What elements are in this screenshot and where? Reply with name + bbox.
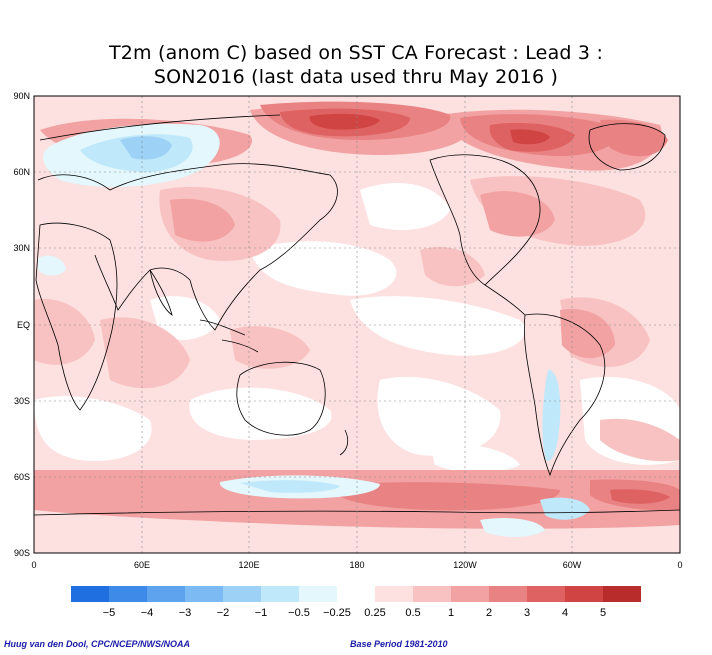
colorbar-label: −3 [179,607,192,619]
colorbar-swatch [185,586,223,602]
lat-label: 60N [13,167,30,177]
colorbar-label: −0.5 [288,607,310,619]
lon-label: 0 [31,560,36,570]
colorbar-label: −4 [141,607,154,619]
credit-base-period: Base Period 1981-2010 [350,639,448,649]
field-level-4 [309,113,550,145]
colorbar-label: 0.5 [405,607,420,619]
lat-label: 60S [14,472,30,482]
colorbar-label: −0.25 [323,607,351,619]
lat-label: 90N [13,91,30,101]
lon-label: 0 [677,560,682,570]
colorbar-swatch [299,586,337,602]
colorbar-swatch [451,586,489,602]
colorbar-swatch [147,586,185,602]
colorbar-label: −1 [255,607,268,619]
map-title-line1: T2m (anom C) based on SST CA Forecast : … [108,42,604,64]
anomaly-field [34,96,680,553]
lat-label: 30N [13,243,30,253]
colorbar-label: −2 [217,607,230,619]
colorbar-label: −5 [103,607,116,619]
colorbar-label: 5 [600,607,606,619]
credit-author: Huug van den Dool, CPC/NCEP/NWS/NOAA [4,639,191,649]
lon-label: 60W [563,560,582,570]
map-frame [33,95,681,554]
colorbar-swatch [223,586,261,602]
lat-label: EQ [17,320,30,330]
lon-label: 120W [453,560,477,570]
colorbar-swatch [565,586,603,602]
colorbar-swatch [489,586,527,602]
lon-label: 60E [134,560,150,570]
colorbar-swatch [375,586,413,602]
colorbar: −5 −4 −3 −2 −1 −0.5 −0.25 0.25 0.5 1 2 3 4 5 [71,586,641,619]
lat-label: 90S [14,548,30,558]
colorbar-label: 2 [486,607,492,619]
latitude-labels: 90N 60N 30N EQ 30S 60S 90S [13,91,30,558]
coastlines [34,114,680,516]
colorbar-swatch [71,586,109,602]
colorbar-label: 1 [448,607,454,619]
colorbar-label: 0.25 [364,607,385,619]
colorbar-label: 4 [562,607,568,619]
colorbar-label: 3 [524,607,530,619]
colorbar-swatch [527,586,565,602]
colorbar-swatch [337,586,375,602]
colorbar-swatch [413,586,451,602]
lon-label: 180 [349,560,364,570]
longitude-labels: 0 60E 120E 180 120W 60W 0 [31,560,682,570]
colorbar-swatch [261,586,299,602]
lat-label: 30S [14,396,30,406]
map-title-line2: SON2016 (last data used thru May 2016 ) [153,66,559,88]
colorbar-swatch [109,586,147,602]
colorbar-swatch [603,586,641,602]
lon-label: 120E [238,560,259,570]
gridlines [34,96,680,553]
